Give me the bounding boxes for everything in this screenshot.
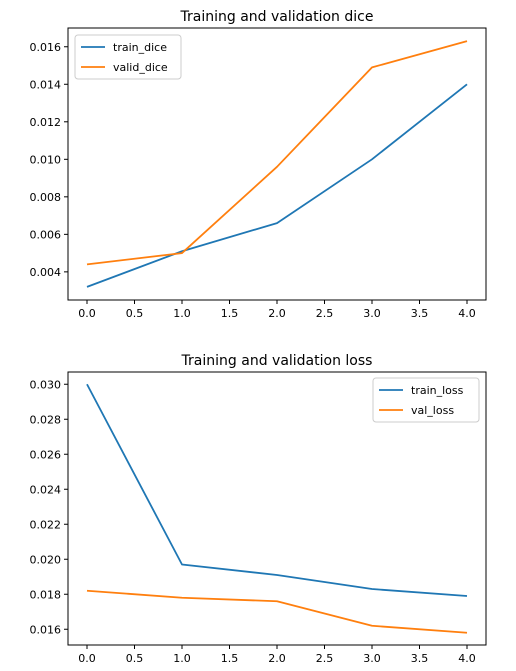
loss-x-tick-label: 2.5 [316, 652, 334, 665]
chart-loss: Training and validation loss 0.0 0.5 1.0 1.… [30, 353, 487, 665]
dice-legend-box [74, 34, 182, 80]
dice-y-tick-label: 0.010 [30, 153, 62, 166]
loss-legend: train_loss val_loss [372, 377, 480, 423]
loss-y-tick-label: 0.016 [30, 623, 62, 636]
loss-y-axis: 0.016 0.018 0.020 0.022 0.024 0.026 0.028 0.030 [30, 378, 68, 636]
dice-x-tick-label: 1.5 [221, 307, 239, 320]
loss-legend-label-val: val_loss [411, 404, 454, 417]
loss-x-tick-label: 0.0 [78, 652, 96, 665]
dice-x-tick-label: 3.0 [363, 307, 381, 320]
dice-y-tick-label: 0.016 [30, 41, 62, 54]
dice-x-tick-label: 2.5 [316, 307, 334, 320]
loss-legend-label-train: train_loss [411, 384, 464, 397]
dice-chart-title: Training and validation dice [180, 9, 374, 25]
dice-y-tick-label: 0.012 [30, 116, 62, 129]
loss-y-tick-label: 0.018 [30, 588, 62, 601]
loss-y-tick-label: 0.022 [30, 518, 62, 531]
loss-y-tick-label: 0.020 [30, 553, 62, 566]
loss-y-tick-label: 0.024 [30, 483, 62, 496]
dice-x-tick-label: 0.5 [126, 307, 144, 320]
loss-legend-box [372, 377, 480, 423]
loss-x-tick-label: 0.5 [126, 652, 144, 665]
loss-y-tick-label: 0.028 [30, 413, 62, 426]
loss-y-tick-label: 0.030 [30, 378, 62, 391]
loss-series-layer [86, 383, 468, 634]
loss-x-tick-label: 4.0 [458, 652, 476, 665]
loss-x-tick-label: 1.0 [173, 652, 191, 665]
dice-x-tick-label: 4.0 [458, 307, 476, 320]
dice-y-tick-label: 0.008 [30, 191, 62, 204]
dice-y-tick-label: 0.006 [30, 228, 62, 241]
dice-y-tick-label: 0.004 [30, 266, 62, 279]
dice-series-layer [86, 40, 468, 288]
loss-x-tick-label: 2.0 [268, 652, 286, 665]
dice-x-tick-label: 3.5 [411, 307, 429, 320]
dice-legend: train_dice valid_dice [74, 34, 182, 80]
dice-y-axis: 0.004 0.006 0.008 0.010 0.012 0.014 0.016 [30, 41, 68, 279]
dice-legend-label-train: train_dice [113, 41, 167, 54]
loss-x-axis: 0.0 0.5 1.0 1.5 2.0 2.5 3.0 3.5 4.0 [78, 645, 476, 665]
loss-x-tick-label: 1.5 [221, 652, 239, 665]
dice-x-tick-label: 1.0 [173, 307, 191, 320]
dice-legend-label-valid: valid_dice [113, 61, 168, 74]
loss-x-tick-label: 3.0 [363, 652, 381, 665]
loss-y-tick-label: 0.026 [30, 448, 62, 461]
dice-x-axis: 0.0 0.5 1.0 1.5 2.0 2.5 3.0 3.5 4.0 [78, 300, 476, 320]
loss-x-tick-label: 3.5 [411, 652, 429, 665]
dice-x-tick-label: 2.0 [268, 307, 286, 320]
dice-y-tick-label: 0.014 [30, 78, 62, 91]
loss-chart-title: Training and validation loss [181, 353, 373, 369]
chart-dice: Training and validation dice 0.0 0.5 1.0 1.… [30, 9, 487, 320]
dice-x-tick-label: 0.0 [78, 307, 96, 320]
